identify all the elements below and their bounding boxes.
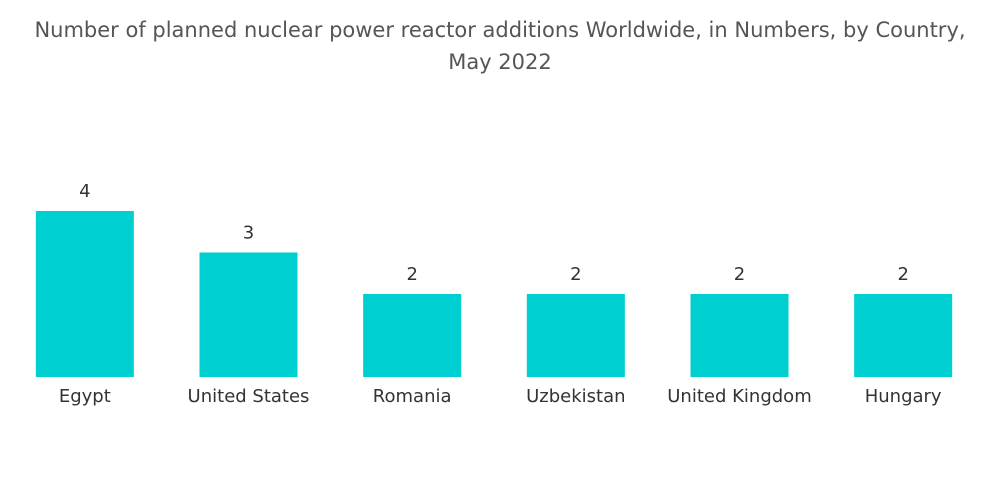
value-label: 2 — [734, 264, 745, 285]
bar — [199, 252, 298, 377]
x-tick-label: Egypt — [59, 386, 111, 407]
bar — [690, 294, 789, 377]
bar — [854, 294, 953, 377]
x-tick-label: Romania — [373, 386, 452, 407]
bar — [363, 294, 462, 377]
x-tick-label: Uzbekistan — [526, 386, 625, 407]
value-label: 4 — [79, 181, 90, 202]
value-label: 3 — [243, 223, 254, 244]
x-tick-label: United Kingdom — [667, 386, 811, 407]
value-label: 2 — [897, 264, 908, 285]
bar — [35, 211, 134, 377]
value-label: 2 — [570, 264, 581, 285]
x-tick-label: Hungary — [865, 386, 942, 407]
value-label: 2 — [406, 264, 417, 285]
x-tick-label: United States — [188, 386, 310, 407]
chart-title: Number of planned nuclear power reactor … — [34, 18, 966, 74]
bar — [526, 294, 625, 377]
